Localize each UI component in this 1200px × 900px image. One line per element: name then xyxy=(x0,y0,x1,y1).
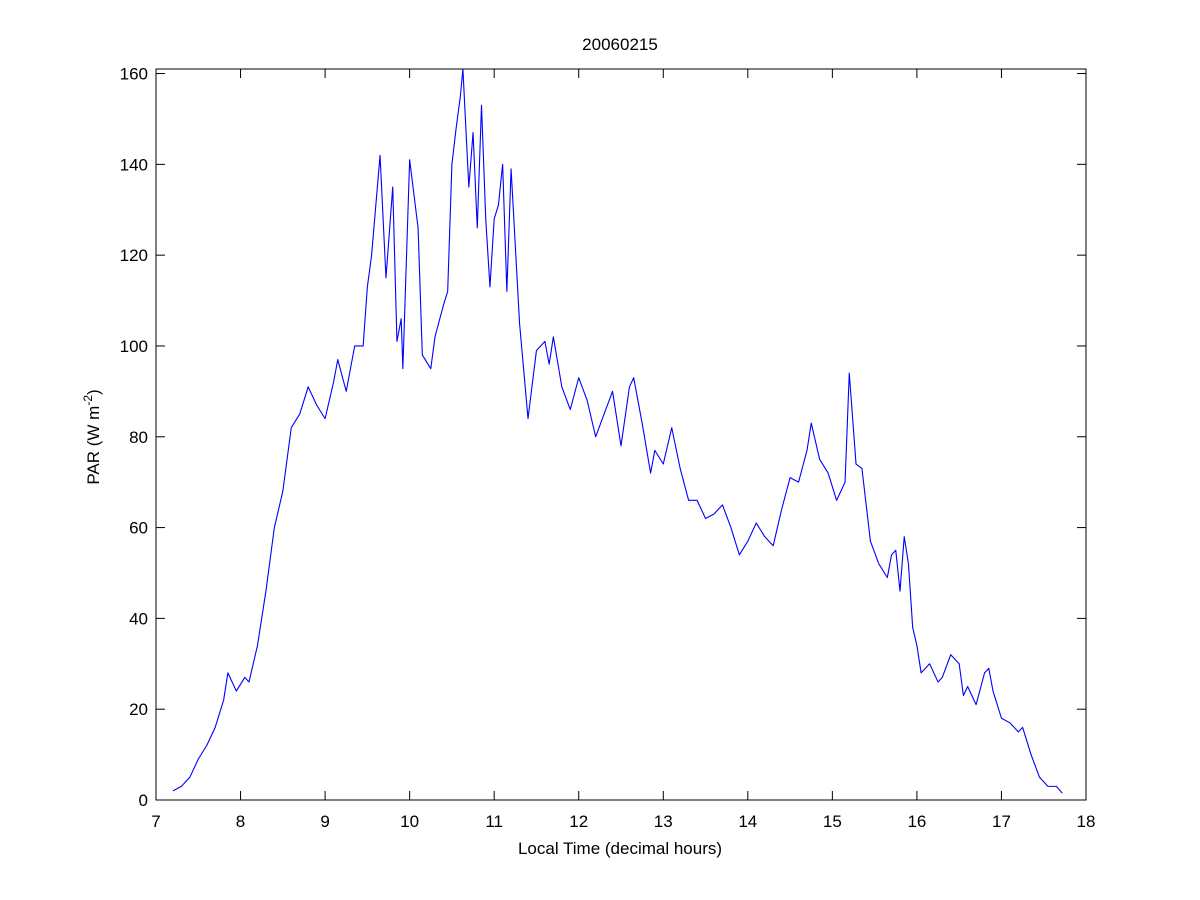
axes-box xyxy=(155,68,1087,801)
x-tick-label: 17 xyxy=(992,812,1011,831)
x-tick-label: 8 xyxy=(236,812,245,831)
x-tick-label: 13 xyxy=(654,812,673,831)
y-tick-label: 40 xyxy=(129,609,148,628)
y-tick-label: 60 xyxy=(129,519,148,538)
x-tick-label: 10 xyxy=(400,812,419,831)
data-line xyxy=(172,68,1063,794)
x-tick-label: 9 xyxy=(320,812,329,831)
x-tick-label: 7 xyxy=(151,812,160,831)
x-tick-label: 12 xyxy=(569,812,588,831)
y-tick-label: 0 xyxy=(139,791,148,810)
y-tick-label: 100 xyxy=(120,337,148,356)
chart-title: 20060215 xyxy=(582,35,658,54)
y-axis-label: PAR (W m-2) xyxy=(81,389,103,484)
y-tick-label: 80 xyxy=(129,428,148,447)
x-tick-label: 16 xyxy=(907,812,926,831)
y-tick-label: 120 xyxy=(120,246,148,265)
y-tick-label: 20 xyxy=(129,700,148,719)
x-axis-label: Local Time (decimal hours) xyxy=(518,839,722,858)
y-tick-label: 160 xyxy=(120,65,148,84)
x-tick-label: 14 xyxy=(738,812,757,831)
y-axis-label-text: PAR (W m xyxy=(84,406,103,485)
y-axis-label-suffix: ) xyxy=(84,389,103,395)
x-tick-label: 15 xyxy=(823,812,842,831)
x-tick-label: 18 xyxy=(1077,812,1096,831)
x-tick-label: 11 xyxy=(485,812,503,831)
y-tick-label: 140 xyxy=(120,155,148,174)
y-axis-label-superscript: -2 xyxy=(81,395,95,406)
